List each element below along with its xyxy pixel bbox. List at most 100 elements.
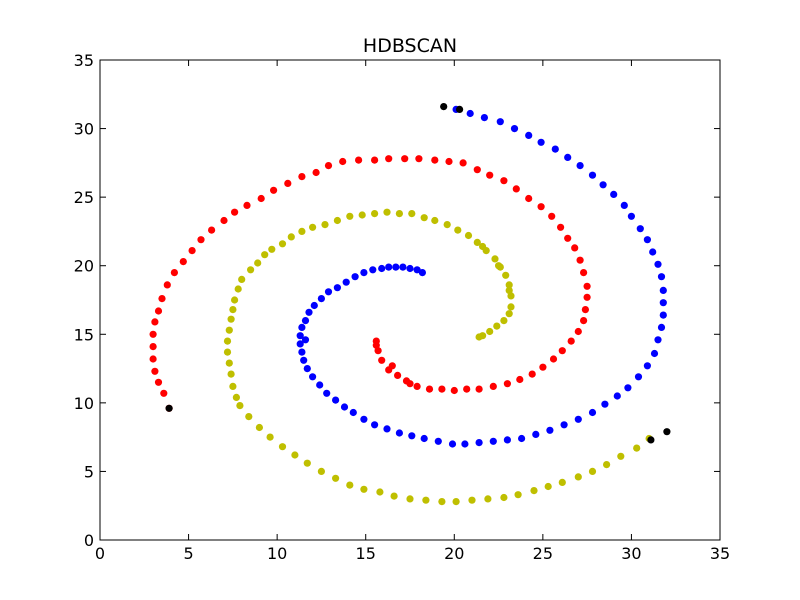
data-point <box>503 380 511 388</box>
data-point <box>406 495 414 503</box>
data-point <box>576 256 584 264</box>
data-point <box>466 109 474 118</box>
y-tick-label: 25 <box>74 188 94 207</box>
data-points <box>149 103 671 506</box>
data-point <box>376 488 384 496</box>
data-point <box>636 225 644 233</box>
data-point <box>149 355 157 363</box>
data-point <box>456 105 464 113</box>
data-point <box>496 118 504 126</box>
data-point <box>580 317 588 325</box>
data-point <box>505 281 513 289</box>
chart-title: HDBSCAN <box>363 35 457 57</box>
data-point <box>507 292 515 300</box>
data-point <box>309 223 317 231</box>
data-point <box>371 210 379 218</box>
data-point <box>236 402 244 410</box>
data-point <box>154 307 163 315</box>
data-point <box>564 234 572 242</box>
data-point <box>333 216 341 225</box>
data-point <box>255 423 263 432</box>
data-point <box>588 408 597 417</box>
data-point <box>303 459 311 467</box>
data-point <box>287 233 295 241</box>
data-point <box>422 496 430 504</box>
data-point <box>369 266 377 274</box>
data-point <box>486 327 494 336</box>
data-point <box>278 240 287 248</box>
data-point <box>491 255 499 263</box>
data-point <box>475 385 483 393</box>
data-point <box>558 347 566 355</box>
axis-ticks: 0 5 10 15 20 25 30 35 0 5 10 15 20 25 30 35 <box>74 51 731 563</box>
data-point <box>571 244 579 252</box>
data-point <box>395 429 403 437</box>
data-point <box>634 373 643 381</box>
x-tick-label: 15 <box>356 544 376 563</box>
data-point <box>603 461 611 469</box>
data-point <box>160 389 168 397</box>
data-point <box>298 227 306 235</box>
data-point <box>505 310 513 318</box>
data-point <box>450 386 458 395</box>
data-point <box>378 356 386 364</box>
data-point <box>243 201 251 209</box>
x-tick-label: 0 <box>95 544 105 563</box>
data-point <box>332 396 340 404</box>
data-point <box>525 131 533 139</box>
data-point <box>225 326 233 334</box>
data-point <box>647 436 655 444</box>
data-point <box>580 269 588 277</box>
data-point <box>383 208 391 216</box>
data-point <box>149 330 157 338</box>
data-point <box>360 485 368 493</box>
plot-frame <box>99 59 721 541</box>
data-point <box>342 278 350 286</box>
data-point <box>560 421 568 429</box>
data-point <box>425 385 434 393</box>
data-point <box>208 226 216 234</box>
data-point <box>500 177 508 185</box>
data-point <box>394 371 402 379</box>
data-point <box>443 221 451 229</box>
data-point <box>576 162 584 170</box>
data-point <box>229 382 237 390</box>
data-point <box>581 306 590 314</box>
data-point <box>503 436 511 444</box>
y-tick-label: 35 <box>74 51 94 70</box>
data-point <box>401 155 409 163</box>
data-point <box>480 114 488 122</box>
data-point <box>659 299 667 307</box>
data-point <box>406 264 414 273</box>
data-point <box>434 437 442 445</box>
data-point <box>223 337 232 345</box>
x-tick-label: 25 <box>533 544 553 563</box>
data-point <box>346 481 354 489</box>
data-point <box>231 296 239 304</box>
data-point <box>390 492 398 500</box>
data-point <box>378 264 386 273</box>
data-point <box>500 317 508 325</box>
data-point <box>358 211 366 219</box>
y-tick-label: 5 <box>84 462 94 481</box>
data-point <box>438 385 446 393</box>
data-point <box>408 210 416 218</box>
data-point <box>599 181 607 189</box>
data-point <box>525 194 533 203</box>
data-point <box>349 408 357 417</box>
data-point <box>551 145 559 153</box>
data-point <box>151 318 159 326</box>
data-point <box>229 306 237 314</box>
data-point <box>624 384 632 392</box>
data-point <box>300 356 308 364</box>
data-point <box>583 293 591 301</box>
data-point <box>557 223 565 231</box>
data-point <box>431 216 439 225</box>
data-point <box>383 425 391 433</box>
data-point <box>220 216 228 225</box>
data-point <box>170 269 178 277</box>
data-point <box>388 362 396 370</box>
data-point <box>257 194 265 203</box>
data-point <box>663 428 671 436</box>
data-point <box>225 359 233 367</box>
